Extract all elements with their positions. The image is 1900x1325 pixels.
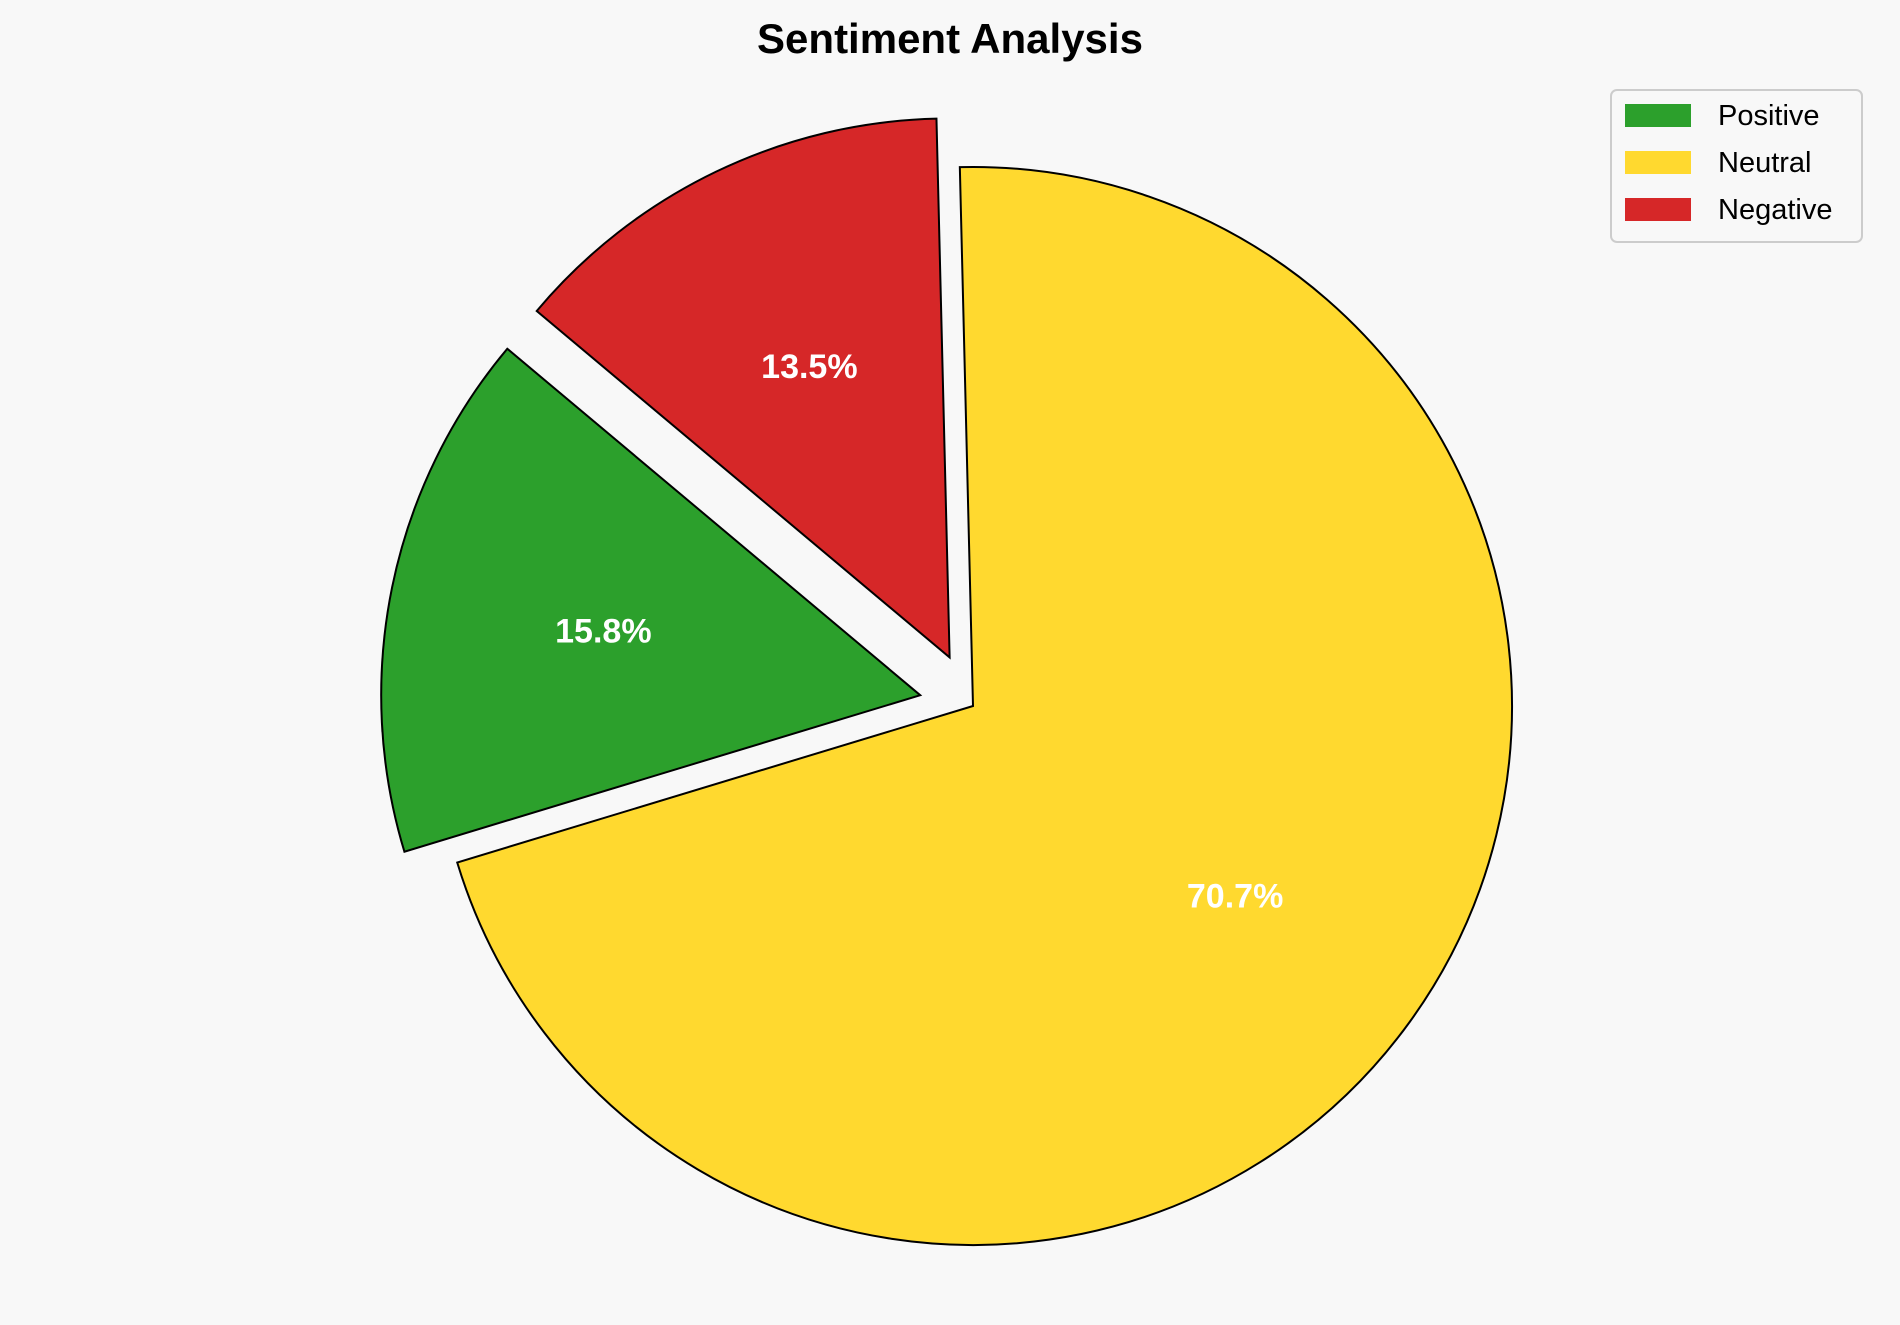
legend-label-neutral: Neutral — [1718, 147, 1812, 179]
legend-swatch-positive — [1625, 104, 1691, 127]
pie-slice-negative — [535, 117, 951, 660]
legend-swatch-negative — [1625, 198, 1691, 221]
pie-slice-positive — [380, 347, 923, 853]
legend: Positive Neutral Negative — [1610, 89, 1863, 243]
legend-label-negative: Negative — [1718, 194, 1832, 226]
slice-label-neutral: 70.7% — [1187, 877, 1283, 915]
chart-title: Sentiment Analysis — [757, 15, 1143, 62]
slice-label-negative: 13.5% — [761, 348, 857, 386]
legend-swatch-neutral — [1625, 151, 1691, 174]
slice-label-positive: 15.8% — [555, 612, 651, 650]
legend-label-positive: Positive — [1718, 100, 1820, 132]
pie-slice-neutral — [455, 166, 1513, 1246]
